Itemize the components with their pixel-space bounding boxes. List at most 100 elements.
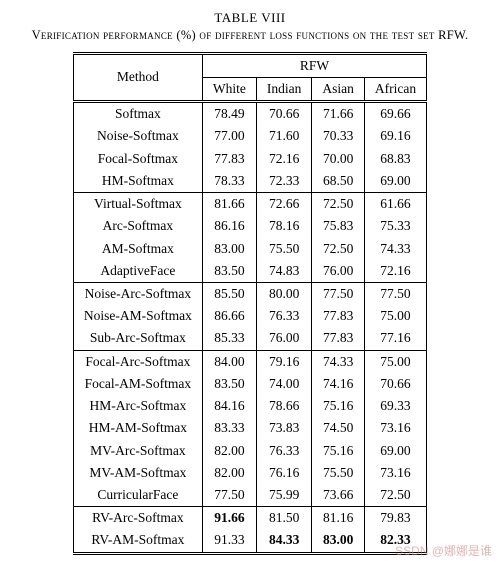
value-cell: 77.83 <box>312 327 365 350</box>
results-table: Method RFW White Indian Asian African So… <box>73 52 427 555</box>
table-subtitle: Verification performance (%) of differen… <box>32 28 469 42</box>
value-cell: 79.16 <box>256 350 312 373</box>
value-cell: 73.16 <box>364 462 426 484</box>
value-cell: 84.33 <box>256 529 312 553</box>
table-row: CurricularFace77.5075.9973.6672.50 <box>73 484 426 507</box>
table-row: HM-AM-Softmax83.3373.8374.5073.16 <box>73 417 426 439</box>
value-cell: 68.50 <box>312 170 365 193</box>
table-row: MV-AM-Softmax82.0076.1675.5073.16 <box>73 462 426 484</box>
value-cell: 78.33 <box>202 170 256 193</box>
table-row: Noise-AM-Softmax86.6676.3377.8375.00 <box>73 305 426 327</box>
value-cell: 86.16 <box>202 215 256 237</box>
method-cell: HM-Arc-Softmax <box>73 395 202 417</box>
value-cell: 83.50 <box>202 260 256 283</box>
table-row: Noise-Softmax77.0071.6070.3369.16 <box>73 125 426 147</box>
value-cell: 73.83 <box>256 417 312 439</box>
value-cell: 77.50 <box>202 484 256 507</box>
value-cell: 74.50 <box>312 417 365 439</box>
method-cell: HM-AM-Softmax <box>73 417 202 439</box>
value-cell: 70.66 <box>364 373 426 395</box>
table-caption: TABLE VIII Verification performance (%) … <box>15 10 485 44</box>
table-row: Noise-Arc-Softmax85.5080.0077.5077.50 <box>73 282 426 305</box>
method-cell: Virtual-Softmax <box>73 193 202 216</box>
value-cell: 74.16 <box>312 373 365 395</box>
value-cell: 76.00 <box>312 260 365 283</box>
value-cell: 74.33 <box>364 238 426 260</box>
table-row: RV-Arc-Softmax91.6681.5081.1679.83 <box>73 507 426 530</box>
value-cell: 85.33 <box>202 327 256 350</box>
col-asian: Asian <box>312 78 365 102</box>
table-body: Softmax78.4970.6671.6669.66Noise-Softmax… <box>73 102 426 553</box>
table-row: MV-Arc-Softmax82.0076.3375.1669.00 <box>73 440 426 462</box>
value-cell: 75.16 <box>312 395 365 417</box>
value-cell: 83.50 <box>202 373 256 395</box>
value-cell: 70.33 <box>312 125 365 147</box>
table-row: AM-Softmax83.0075.5072.5074.33 <box>73 238 426 260</box>
value-cell: 82.00 <box>202 440 256 462</box>
col-group-rfw: RFW <box>202 53 426 77</box>
value-cell: 69.33 <box>364 395 426 417</box>
method-cell: Softmax <box>73 102 202 126</box>
value-cell: 61.66 <box>364 193 426 216</box>
method-cell: Noise-AM-Softmax <box>73 305 202 327</box>
value-cell: 72.16 <box>364 260 426 283</box>
method-cell: Focal-AM-Softmax <box>73 373 202 395</box>
value-cell: 84.16 <box>202 395 256 417</box>
method-cell: Arc-Softmax <box>73 215 202 237</box>
method-cell: Sub-Arc-Softmax <box>73 327 202 350</box>
value-cell: 84.00 <box>202 350 256 373</box>
value-cell: 83.00 <box>202 238 256 260</box>
col-method: Method <box>73 53 202 101</box>
table-row: AdaptiveFace83.5074.8376.0072.16 <box>73 260 426 283</box>
value-cell: 75.50 <box>256 238 312 260</box>
col-african: African <box>364 78 426 102</box>
method-cell: Noise-Softmax <box>73 125 202 147</box>
value-cell: 83.33 <box>202 417 256 439</box>
value-cell: 77.50 <box>312 282 365 305</box>
value-cell: 72.50 <box>312 238 365 260</box>
value-cell: 80.00 <box>256 282 312 305</box>
value-cell: 78.66 <box>256 395 312 417</box>
table-number: TABLE VIII <box>214 10 285 25</box>
table-row: RV-AM-Softmax91.3384.3383.0082.33 <box>73 529 426 553</box>
value-cell: 72.50 <box>312 193 365 216</box>
method-cell: RV-AM-Softmax <box>73 529 202 553</box>
method-cell: Noise-Arc-Softmax <box>73 282 202 305</box>
value-cell: 74.83 <box>256 260 312 283</box>
value-cell: 70.66 <box>256 102 312 126</box>
value-cell: 91.33 <box>202 529 256 553</box>
table-row: Focal-Arc-Softmax84.0079.1674.3375.00 <box>73 350 426 373</box>
value-cell: 83.00 <box>312 529 365 553</box>
table-row: Focal-Softmax77.8372.1670.0068.83 <box>73 148 426 170</box>
value-cell: 72.66 <box>256 193 312 216</box>
value-cell: 72.16 <box>256 148 312 170</box>
value-cell: 68.83 <box>364 148 426 170</box>
value-cell: 76.00 <box>256 327 312 350</box>
value-cell: 70.00 <box>312 148 365 170</box>
value-cell: 75.99 <box>256 484 312 507</box>
value-cell: 74.00 <box>256 373 312 395</box>
value-cell: 77.83 <box>312 305 365 327</box>
value-cell: 75.16 <box>312 440 365 462</box>
method-cell: RV-Arc-Softmax <box>73 507 202 530</box>
value-cell: 82.33 <box>364 529 426 553</box>
col-white: White <box>202 78 256 102</box>
method-cell: Focal-Arc-Softmax <box>73 350 202 373</box>
method-cell: Focal-Softmax <box>73 148 202 170</box>
value-cell: 78.49 <box>202 102 256 126</box>
value-cell: 72.33 <box>256 170 312 193</box>
value-cell: 69.00 <box>364 440 426 462</box>
value-cell: 81.66 <box>202 193 256 216</box>
value-cell: 77.16 <box>364 327 426 350</box>
table-row: Arc-Softmax86.1678.1675.8375.33 <box>73 215 426 237</box>
value-cell: 77.50 <box>364 282 426 305</box>
table-row: Sub-Arc-Softmax85.3376.0077.8377.16 <box>73 327 426 350</box>
value-cell: 75.50 <box>312 462 365 484</box>
value-cell: 75.83 <box>312 215 365 237</box>
value-cell: 69.16 <box>364 125 426 147</box>
value-cell: 75.00 <box>364 350 426 373</box>
table-row: Virtual-Softmax81.6672.6672.5061.66 <box>73 193 426 216</box>
value-cell: 81.16 <box>312 507 365 530</box>
table-row: Focal-AM-Softmax83.5074.0074.1670.66 <box>73 373 426 395</box>
value-cell: 75.33 <box>364 215 426 237</box>
